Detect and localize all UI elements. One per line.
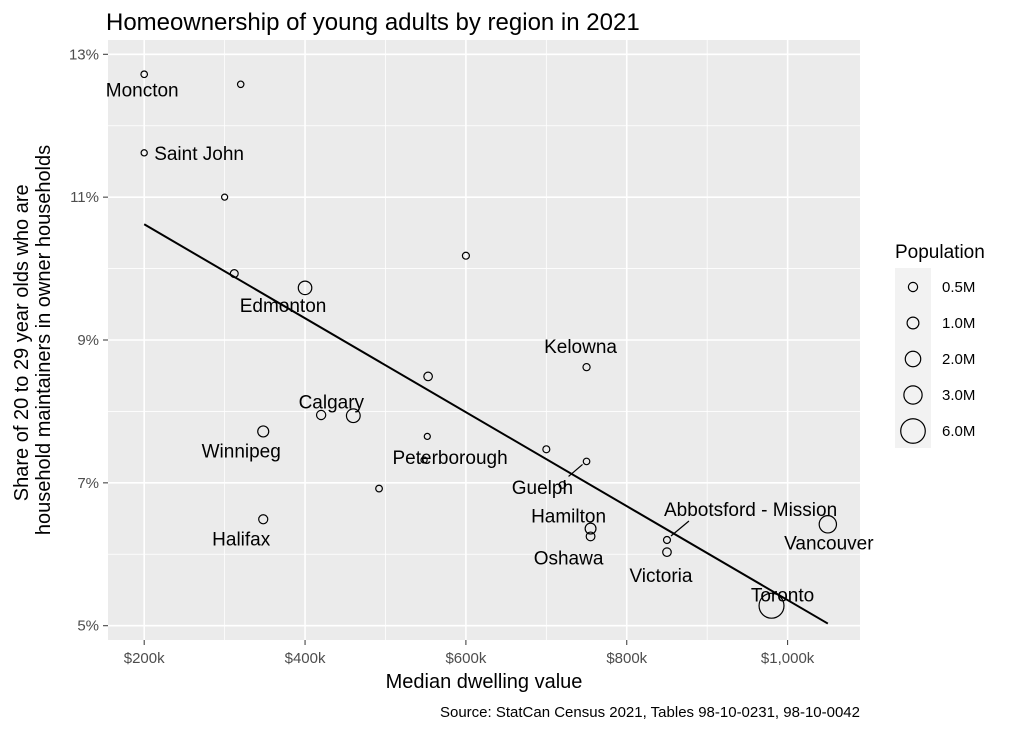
legend-title: Population [895, 242, 985, 263]
x-tick-label: $400k [285, 650, 326, 667]
data-point [585, 531, 596, 542]
y-tick-label: 5% [77, 618, 99, 635]
y-tick-label: 11% [70, 189, 99, 206]
y-axis: 5% 7% 9% 11% 13% [69, 46, 108, 635]
data-point [220, 193, 229, 201]
legend-label: 3.0M [942, 387, 975, 404]
data-point [297, 280, 313, 296]
point-label: Calgary [299, 393, 365, 414]
legend-label: 2.0M [942, 351, 975, 368]
point-label: Victoria [629, 566, 692, 587]
trend-line [143, 223, 829, 625]
data-point [662, 547, 672, 558]
y-tick-label: 13% [69, 46, 99, 63]
data-point [236, 80, 245, 89]
point-label: Edmonton [240, 296, 327, 317]
label-leader-line [670, 520, 690, 537]
point-label: Kelowna [544, 337, 617, 358]
chart-title: Homeownership of young adults by region … [106, 9, 640, 36]
point-label: Winnipeg [202, 441, 281, 462]
data-point [140, 149, 148, 157]
point-label: Oshawa [534, 548, 604, 569]
data-point [423, 371, 433, 382]
x-tick-label: $1,000k [761, 650, 815, 667]
x-tick-label: $800k [606, 650, 647, 667]
data-points: Moncton Saint John Edmonton Kelowna Calgary W… [106, 70, 874, 619]
point-label: Moncton [106, 80, 179, 101]
y-axis-title: Share of 20 to 29 year olds who are hous… [11, 145, 55, 535]
grid-lines [108, 40, 860, 640]
data-point [758, 592, 785, 619]
legend-label: 1.0M [942, 315, 975, 332]
data-point [258, 514, 269, 525]
point-label: Hamilton [531, 507, 606, 528]
legend-key [903, 385, 923, 405]
point-label: Peterborough [393, 448, 508, 469]
data-point [818, 515, 838, 534]
point-label: Toronto [751, 586, 814, 607]
legend: Population 0.5M 1.0M 2.0M 3.0M 6.0M [895, 242, 985, 448]
legend-key [900, 418, 926, 444]
data-point [542, 445, 551, 454]
x-tick-label: $200k [124, 650, 165, 667]
legend-label: 0.5M [942, 279, 975, 296]
data-point [582, 457, 591, 466]
data-point [140, 70, 149, 79]
data-point [582, 362, 591, 372]
legend-key-background [895, 268, 931, 448]
y-tick-label: 9% [77, 332, 99, 349]
chart-caption: Source: StatCan Census 2021, Tables 98-1… [440, 704, 860, 721]
y-tick-label: 7% [77, 475, 99, 492]
data-point [345, 408, 361, 424]
x-tick-label: $600k [445, 650, 486, 667]
y-axis-title-line-2: household maintainers in owner household… [33, 145, 55, 535]
data-point [584, 522, 597, 535]
x-axis-title: Median dwelling value [386, 671, 583, 693]
legend-key [907, 281, 919, 293]
x-axis: $200k $400k $600k $800k $1,000k [124, 640, 815, 667]
data-point [375, 484, 383, 493]
data-point [229, 269, 239, 279]
label-leader-line [568, 463, 583, 477]
y-axis-title-line-1: Share of 20 to 29 year olds who are [11, 184, 33, 501]
point-label: Saint John [154, 144, 244, 165]
legend-key [904, 350, 922, 368]
point-label: Vancouver [784, 533, 874, 554]
data-point [315, 409, 327, 421]
data-point [558, 481, 567, 489]
data-point [420, 456, 428, 464]
point-label: Halifax [212, 529, 271, 550]
point-label: Abbotsford - Mission [664, 500, 837, 521]
data-point [257, 425, 270, 438]
data-point [423, 432, 431, 441]
legend-label: 6.0M [942, 423, 975, 440]
legend-key [906, 316, 920, 330]
point-label: Guelph [512, 478, 573, 499]
trend-line-group [143, 223, 829, 625]
data-point [461, 251, 470, 260]
data-point [662, 535, 672, 545]
